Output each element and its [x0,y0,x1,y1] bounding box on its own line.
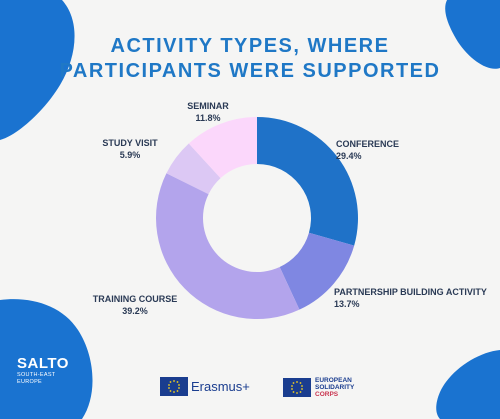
donut-slice-conference [257,117,358,246]
esc-line-3: CORPS [315,391,339,398]
eu-flag-icon [160,377,188,396]
chart-title: ACTIVITY TYPES, WHERE PARTICIPANTS WERE … [0,34,500,84]
slice-label-conference-value: 29.4% [336,151,362,161]
slice-label-partnership: PARTNERSHIP BUILDING ACTIVITY 13.7% [334,286,487,310]
salto-sub-line-1: SOUTH-EAST [17,372,56,378]
slice-label-training-course: TRAINING COURSE 39.2% [88,293,182,317]
slice-label-study-visit: STUDY VISIT 5.9% [100,137,160,161]
eu-flag-icon [283,378,311,397]
erasmus-text: Erasmus+ [191,379,250,394]
slice-label-partnership-name: PARTNERSHIP BUILDING ACTIVITY [334,287,487,297]
donut-slice-seminar [188,116,257,179]
slice-label-seminar: SEMINAR 11.8% [178,100,238,124]
slice-label-conference: CONFERENCE 29.4% [336,138,399,162]
slice-label-seminar-name: SEMINAR [187,101,229,111]
donut-slice-training-course [156,173,300,319]
donut-slice-partnership-building-activity [279,232,355,310]
slice-label-seminar-value: 11.8% [195,113,221,123]
salto-brand: SALTO [17,355,69,372]
slice-label-training-course-value: 39.2% [122,306,148,316]
esc-line-2: SOLIDARITY [315,384,355,391]
salto-sub-line-2: EUROPE [17,379,43,385]
slice-label-partnership-value: 13.7% [334,299,360,309]
slice-label-conference-name: CONFERENCE [336,139,400,149]
esc-logo: EUROPEAN SOLIDARITY CORPS [283,377,354,398]
slice-label-study-visit-name: STUDY VISIT [102,138,158,148]
chart-title-line-1: ACTIVITY TYPES, WHERE [110,35,390,57]
donut-slice-study-visit [166,143,221,195]
erasmus-logo: Erasmus+ [160,377,250,396]
esc-text: EUROPEAN SOLIDARITY CORPS [315,377,354,398]
chart-title-line-2: PARTICIPANTS WERE SUPPORTED [59,60,441,82]
slice-label-training-course-name: TRAINING COURSE [92,294,178,304]
slice-label-study-visit-value: 5.9% [119,150,141,160]
esc-line-1: EUROPEAN [315,377,352,384]
salto-logo: SALTO SOUTH-EAST EUROPE [17,356,69,386]
